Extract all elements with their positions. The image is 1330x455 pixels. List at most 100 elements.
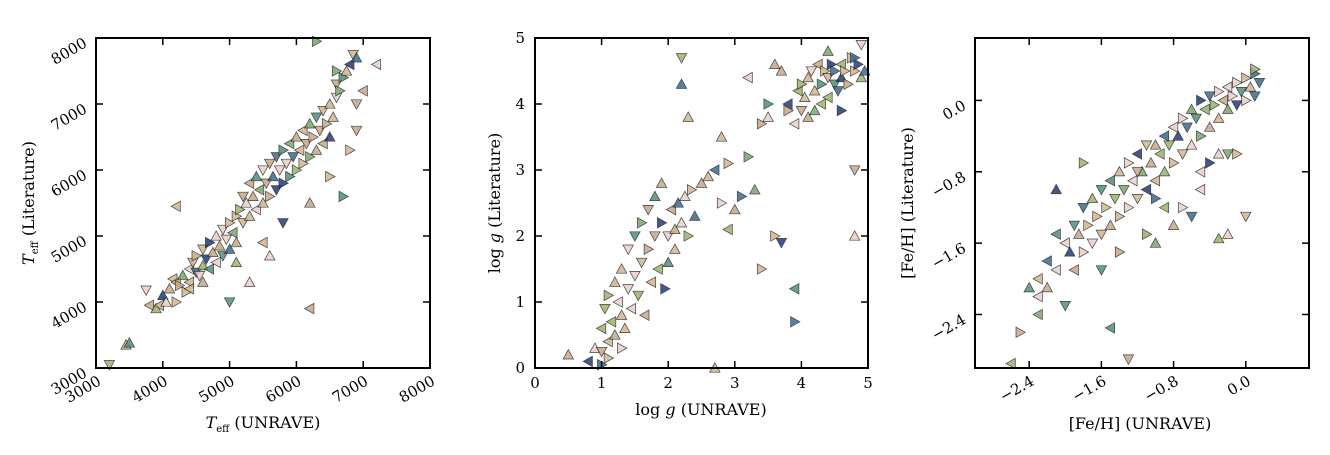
feh-data-point — [1083, 219, 1094, 232]
logg-data-point — [695, 177, 708, 188]
logg-data-point — [790, 316, 801, 328]
feh-data-point — [1199, 103, 1210, 116]
teff-data-point — [191, 250, 203, 262]
feh-data-point — [1050, 264, 1061, 276]
logg-data-point — [615, 309, 628, 320]
teff-data-point — [304, 197, 316, 208]
feh-data-point — [1185, 211, 1198, 223]
logg-data-point — [637, 217, 648, 229]
teff-data-point — [331, 65, 343, 77]
logg-data-point — [788, 283, 800, 295]
feh-data-point — [1222, 149, 1234, 160]
feh-data-point — [1158, 165, 1171, 177]
logg-data-point — [828, 79, 841, 91]
feh-data-point — [1114, 246, 1126, 258]
logg-data-point — [687, 184, 698, 196]
logg-data-point — [649, 190, 661, 201]
feh-data-point — [1212, 232, 1225, 244]
feh-data-point — [1181, 122, 1193, 134]
logg-data-point — [832, 86, 844, 97]
logg-y-tick-label: 2 — [515, 227, 525, 245]
feh-data-point — [1163, 140, 1175, 151]
teff-data-point — [273, 165, 286, 176]
feh-data-point — [1217, 94, 1228, 107]
teff-x-tick-label: 6000 — [262, 372, 304, 407]
logg-data-point — [672, 197, 684, 208]
teff-data-point — [243, 276, 256, 287]
feh-data-point — [1244, 81, 1257, 92]
feh-data-point — [1194, 166, 1206, 178]
feh-data-point — [1167, 219, 1180, 230]
feh-data-point — [1050, 228, 1061, 240]
teff-data-point — [210, 230, 222, 241]
teff-data-point — [267, 170, 279, 182]
logg-data-point — [783, 104, 795, 117]
feh-data-point — [1190, 113, 1202, 125]
panel-logg: 0 1 2 3 4 5 0 1 2 3 4 5 log g (UNRAVE) log g (Liter… — [485, 29, 873, 419]
logg-y-axis-label: log g (Literature) — [485, 133, 504, 274]
feh-data-point — [1023, 281, 1035, 293]
teff-data-point — [265, 190, 276, 203]
feh-data-point — [1227, 90, 1239, 102]
feh-data-point — [1158, 130, 1170, 142]
teff-data-point — [203, 263, 215, 275]
feh-data-point — [1151, 192, 1162, 205]
logg-ticks: 0 1 2 3 4 5 0 1 2 3 4 5 — [515, 29, 872, 392]
teff-x-tick-label: 7000 — [329, 372, 371, 407]
teff-x-axis-label: Teff (UNRAVE) — [206, 413, 321, 435]
feh-data-point — [1050, 183, 1062, 195]
teff-data-point — [163, 282, 176, 294]
teff-data-point — [237, 218, 249, 229]
teff-data-point — [140, 285, 152, 297]
feh-data-point — [1178, 112, 1189, 125]
logg-data-point — [796, 78, 808, 90]
feh-data-point — [1169, 157, 1180, 169]
teff-data-point — [210, 256, 221, 269]
teff-data-point — [290, 131, 303, 142]
feh-data-point — [1122, 354, 1135, 366]
feh-data-point — [1059, 237, 1070, 249]
logg-data-point — [782, 98, 793, 110]
feh-data-point — [1203, 121, 1216, 132]
feh-data-point — [1131, 194, 1144, 205]
logg-data-point — [617, 342, 628, 354]
feh-data-point — [1127, 174, 1138, 187]
logg-data-point — [736, 190, 748, 203]
logg-data-point — [662, 231, 674, 242]
teff-data-point — [243, 210, 256, 221]
teff-data-point — [340, 65, 353, 76]
teff-y-tick-label: 6000 — [48, 166, 90, 201]
teff-x-tick-label: 4000 — [129, 372, 171, 407]
logg-data-point — [716, 197, 728, 209]
logg-data-point — [802, 111, 814, 122]
logg-plot-frame — [534, 37, 869, 369]
teff-y-axis-label: Teff (Literature) — [19, 141, 41, 265]
logg-y-tick-label: 5 — [515, 29, 525, 47]
teff-data-point — [317, 106, 329, 117]
feh-data-point — [1113, 165, 1126, 177]
teff-data-point — [223, 243, 236, 254]
teff-data-point — [230, 256, 243, 267]
logg-data-point — [788, 118, 800, 130]
teff-data-point — [143, 299, 154, 312]
logg-data-point — [675, 216, 688, 228]
teff-data-point — [263, 249, 276, 261]
teff-data-point — [183, 283, 195, 295]
logg-data-point — [763, 98, 775, 110]
teff-data-point — [338, 190, 350, 203]
teff-data-point — [123, 336, 136, 348]
teff-data-point — [177, 269, 189, 281]
feh-markers — [1005, 63, 1266, 370]
feh-y-tick-label: −2.4 — [928, 310, 969, 344]
feh-data-point — [1185, 103, 1198, 114]
logg-data-point — [840, 65, 851, 77]
teff-data-point — [324, 131, 336, 142]
feh-data-point — [1015, 326, 1027, 339]
logg-data-point — [605, 316, 617, 328]
teff-data-point — [205, 236, 216, 249]
logg-data-point — [689, 210, 701, 221]
feh-y-tick-label: −0.8 — [928, 168, 969, 202]
feh-data-point — [1253, 78, 1266, 89]
logg-x-tick-label: 0 — [530, 374, 540, 392]
logg-y-tick-label: 1 — [515, 293, 525, 311]
